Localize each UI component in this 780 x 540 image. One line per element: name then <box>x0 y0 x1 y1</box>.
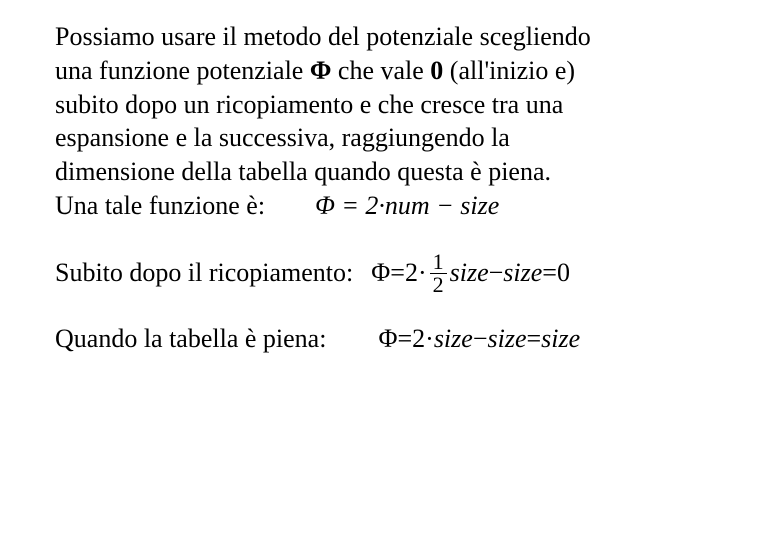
f2-phi: Φ <box>371 258 390 288</box>
row-2: Subito dopo il ricopiamento: Φ = 2·12siz… <box>55 251 730 296</box>
f3-size1: size <box>434 324 473 354</box>
f2-frac-den: 2 <box>430 273 447 296</box>
f1-two: 2 <box>365 191 378 220</box>
row-3: Quando la tabella è piena: Φ = 2·size − … <box>55 324 730 354</box>
f2-frac-num: 1 <box>430 251 447 273</box>
row-3-label: Quando la tabella è piena: <box>55 324 326 354</box>
para-line-1: Possiamo usare il metodo del potenziale … <box>55 20 730 54</box>
f1-minus: − <box>430 191 461 220</box>
para-line-3: subito dopo un ricopiamento e che cresce… <box>55 88 730 122</box>
row-2-label: Subito dopo il ricopiamento: <box>55 258 353 288</box>
f3-eq: = <box>397 324 412 354</box>
para-l2a: una funzione potenziale <box>55 56 310 85</box>
formula-2: Φ = 2·12size − size = 0 <box>371 251 570 296</box>
f2-minus: − <box>489 258 504 288</box>
f1-num: num <box>385 191 430 220</box>
para-line-6: Una tale funzione è: <box>55 189 265 223</box>
f3-dot: · <box>425 324 434 354</box>
f3-size3: size <box>541 324 580 354</box>
f2-eq: = <box>390 258 405 288</box>
f3-phi: Φ <box>378 324 397 354</box>
para-line-6-row: Una tale funzione è: Φ = 2·num − size <box>55 189 730 223</box>
formula-3: Φ = 2·size − size = size <box>378 324 580 354</box>
para-l2c: (all'inizio e) <box>443 56 575 85</box>
para-line-2: una funzione potenziale Φ che vale 0 (al… <box>55 54 730 88</box>
f1-size: size <box>460 191 499 220</box>
f3-two: 2 <box>412 324 425 354</box>
para-l2b: che vale <box>331 56 430 85</box>
main-paragraph: Possiamo usare il metodo del potenziale … <box>55 20 730 223</box>
f1-eq: = <box>335 191 366 220</box>
f2-two: 2 <box>405 258 418 288</box>
f1-phi: Φ <box>315 191 335 220</box>
zero-bold: 0 <box>430 56 443 85</box>
document-body: Possiamo usare il metodo del potenziale … <box>0 0 780 374</box>
f2-frac: 12 <box>430 251 447 296</box>
f2-zero: 0 <box>557 258 570 288</box>
f2-size2: size <box>503 258 542 288</box>
f2-eq2: = <box>542 258 557 288</box>
f2-dot: · <box>418 258 427 288</box>
para-line-5: dimensione della tabella quando questa è… <box>55 155 730 189</box>
phi-symbol: Φ <box>310 56 332 85</box>
f2-size1: size <box>450 258 489 288</box>
f3-minus: − <box>473 324 488 354</box>
f3-eq2: = <box>526 324 541 354</box>
formula-1: Φ = 2·num − size <box>315 189 499 223</box>
f3-size2: size <box>487 324 526 354</box>
para-line-4: espansione e la successiva, raggiungendo… <box>55 121 730 155</box>
